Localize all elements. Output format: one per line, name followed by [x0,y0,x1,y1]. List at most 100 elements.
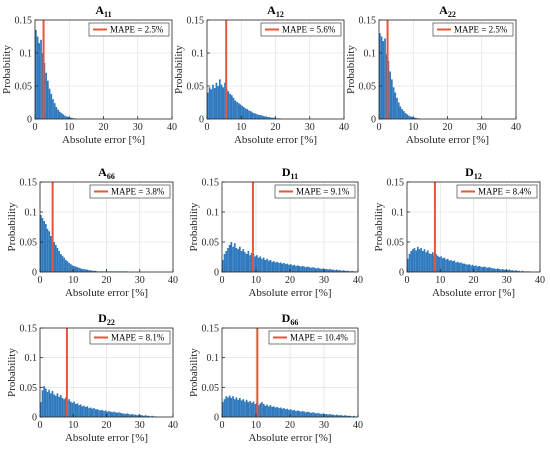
panel-title: A12 [267,3,284,19]
histogram-bar [139,415,142,417]
histogram-bar [36,36,39,119]
y-tick-label: 0.15 [20,324,38,335]
histogram-bar [406,114,409,119]
histogram-bar [471,264,474,272]
histogram-bar [313,412,316,417]
y-tick-label: 0 [399,268,404,279]
histogram-bar [46,80,49,119]
histogram-bar [40,402,42,417]
x-tick-label: 40 [167,122,177,133]
histogram-bar [218,79,221,119]
histogram-bar [351,270,353,272]
histogram-bar [239,104,242,119]
histogram-bar [64,115,66,119]
y-tick-label: 0.05 [202,238,220,249]
histogram-bar [298,411,301,417]
histogram-bar [54,245,57,272]
histogram-bar [428,253,431,272]
histogram-bar [310,267,313,272]
histogram-bar [415,250,417,272]
histogram-bar [485,267,487,272]
histogram-bar [273,261,275,272]
histogram-bar [50,93,53,119]
histogram-bar [58,251,60,272]
panel-title: A11 [95,3,111,19]
histogram-bar [269,260,272,272]
histogram-bar [116,412,119,417]
histogram-bar [119,412,122,417]
legend: MAPE = 3.8% [89,184,171,199]
histogram-bar [212,84,214,119]
x-tick-label: 0 [38,275,43,286]
histogram-bar [53,242,55,272]
histogram-bar [237,249,239,272]
histogram-bar [310,412,313,417]
x-tick-label: 20 [102,275,112,286]
histogram-bar [396,97,398,119]
histogram-bar [270,117,273,119]
histogram-bar [301,266,304,272]
histogram-bar [260,115,262,119]
histogram-bar [335,414,338,417]
histogram-bar [407,258,409,272]
histogram-bar [89,407,92,417]
x-tick-label: 30 [135,275,145,286]
histogram-bar [413,248,416,272]
histogram-bar [133,414,135,417]
histogram-bar [225,251,228,272]
histogram-bar [327,269,330,272]
histogram-bar [315,413,318,417]
histogram-bar [291,410,294,417]
legend-box [88,22,170,37]
histogram-bar [89,270,92,272]
x-tick-label: 20 [443,122,453,133]
histogram-panel: 0 10 20 30 40 0 0.05 0.1 0.15 Absolute error [%] P… [6,311,178,444]
histogram-bar [240,400,243,417]
histogram-bar [320,414,323,417]
panel-title-subscript: 22 [107,318,115,327]
y-tick-label: 0.1 [207,208,220,219]
histogram-bar [262,403,265,417]
panel-title: D22 [98,311,115,327]
histogram-bar [56,248,59,272]
histogram-bar [511,270,514,272]
x-tick-label: 0 [220,420,225,431]
histogram-bar [239,246,241,272]
histogram-bar [68,263,70,272]
histogram-bar [508,269,511,272]
histogram-bar [325,269,328,272]
y-tick-label: 0 [199,115,204,126]
histogram-bar [332,414,335,417]
histogram-bar [468,264,471,272]
histogram-bar [324,269,326,272]
histogram-bar [88,270,90,272]
legend-label: MAPE = 3.8% [111,187,165,197]
histogram-bar [114,412,117,417]
histogram-bar [330,414,333,417]
y-tick-label: 0.1 [25,353,38,364]
histogram-bar [53,103,56,119]
histogram-bar [334,415,336,417]
panel-title: D12 [465,165,482,181]
histogram-bar [488,267,491,272]
histogram-bar [230,242,233,272]
histogram-bar [470,265,472,272]
x-tick-label: 30 [319,420,329,431]
histogram-panel: 0 10 20 30 40 0 0.05 0.1 0.15 Absolute error [%] P… [6,165,178,299]
y-tick-label: 0.15 [387,178,405,189]
legend: MAPE = 8.1% [89,330,171,345]
histogram-bar [288,409,290,417]
legend-label: MAPE = 8.1% [111,333,165,343]
x-tick-label: 10 [408,122,418,133]
histogram-bar [69,264,72,272]
histogram-bar [296,265,299,272]
histogram-bar [307,411,309,417]
histogram-bar [227,91,230,119]
histogram-bar [52,99,54,119]
panel-title-letter: D [282,165,291,179]
histogram-bar [44,224,47,272]
histogram-bar [430,254,432,272]
histogram-bar [245,399,248,417]
histogram-bar [286,408,289,417]
histogram-bar [473,266,476,272]
